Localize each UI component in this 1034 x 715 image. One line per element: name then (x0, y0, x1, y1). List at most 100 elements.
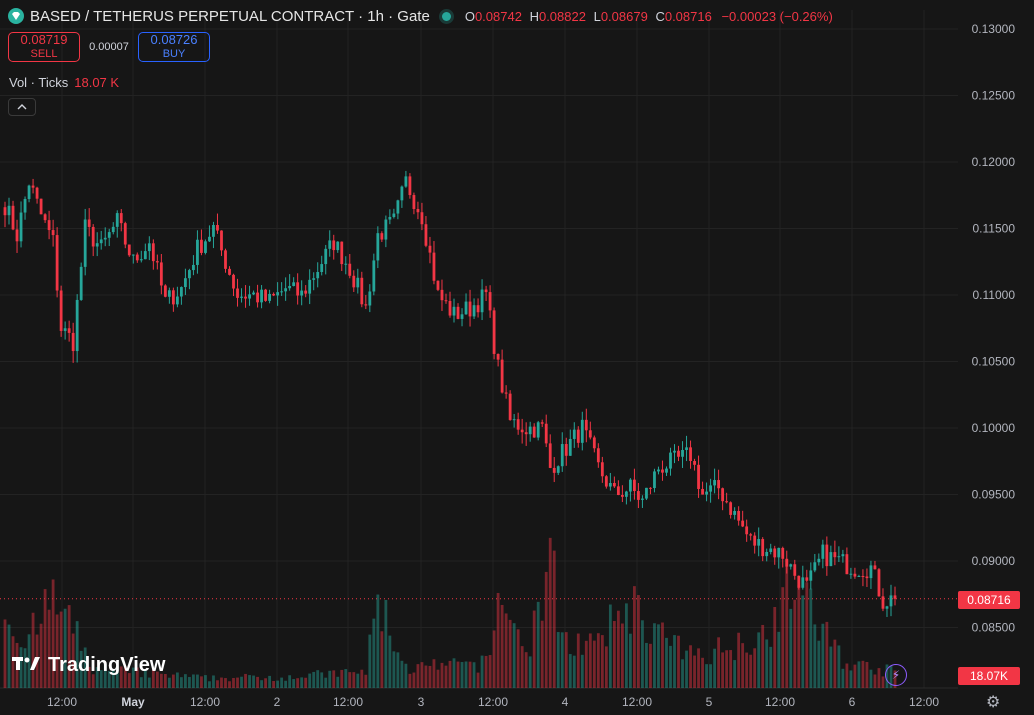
volume-bar (31, 612, 35, 688)
candle-body (380, 233, 384, 240)
volume-bar (837, 645, 841, 688)
volume-bar (725, 650, 729, 688)
gear-icon[interactable]: ⚙ (986, 694, 1001, 711)
candle-body (729, 502, 733, 515)
volume-bar (392, 651, 396, 688)
volume-bar (240, 676, 243, 688)
open-label: O (464, 8, 475, 24)
candle-body (99, 239, 103, 244)
candle-body (881, 596, 885, 609)
volume-bar (793, 599, 797, 688)
buy-label: BUY (162, 48, 186, 60)
candle-body (304, 290, 308, 294)
volume-bar (512, 623, 516, 688)
candle-body (47, 220, 51, 231)
candle-body (677, 450, 680, 457)
buy-price: 0.08726 (150, 32, 198, 47)
candle-body (492, 310, 496, 354)
candle-body (681, 450, 684, 457)
candle-body (889, 595, 893, 607)
candle-body (103, 237, 107, 240)
candle-body (184, 278, 187, 288)
volume-bar (508, 619, 512, 688)
candle-body (472, 305, 476, 317)
volume-bar (500, 604, 504, 688)
volume-bar (701, 657, 704, 688)
candle-body (733, 510, 737, 515)
candle-body (584, 419, 588, 431)
volume-bar (476, 672, 480, 688)
chevron-up-icon[interactable] (8, 98, 36, 116)
volume-bar (67, 605, 71, 688)
volume-bar (71, 633, 75, 688)
volume-bar (869, 669, 873, 688)
volume-bar (721, 652, 725, 688)
symbol-title[interactable]: BASED / TETHERUS PERPETUAL CONTRACT · 1h… (30, 7, 430, 25)
candle-body (344, 263, 348, 265)
candle-body (697, 464, 700, 489)
candle-body (200, 239, 203, 253)
candle-body (264, 289, 267, 301)
volume-bar (179, 677, 183, 688)
volume-bar (432, 659, 436, 688)
volume-bar (472, 662, 476, 688)
candle-body (845, 554, 849, 575)
volume-bar (460, 662, 464, 688)
candle-body (115, 213, 119, 227)
candle-body (216, 225, 219, 231)
volume-bar (55, 614, 59, 688)
volume-bar (256, 676, 259, 688)
volume-bar (873, 674, 877, 688)
candle-body (789, 564, 793, 567)
volume-bar (552, 550, 556, 688)
volume-bar (372, 618, 376, 688)
candle-body (260, 289, 263, 303)
candle-body (849, 573, 853, 575)
volume-bar (143, 669, 147, 688)
candle-body (841, 554, 845, 557)
candle-body (55, 235, 59, 291)
candle-body (416, 208, 420, 213)
volume-bar (629, 633, 632, 688)
volume-bar (151, 669, 155, 688)
volume-bar (548, 537, 552, 688)
sell-button[interactable]: 0.08719 SELL (8, 32, 80, 62)
candle-body (865, 576, 869, 579)
candle-body (147, 243, 151, 252)
candle-body (532, 426, 536, 438)
candle-body (300, 290, 304, 296)
candle-body (713, 480, 716, 486)
volume-bar (865, 662, 869, 688)
candle-body (111, 226, 115, 233)
volume-legend[interactable]: Vol · Ticks 18.07 K (9, 75, 119, 90)
candle-body (805, 577, 809, 581)
lightning-icon[interactable]: ⚡ (885, 664, 907, 686)
volume-bar (300, 677, 304, 688)
volume-bar (208, 681, 211, 688)
volume-bar (276, 680, 280, 688)
buy-button[interactable]: 0.08726 BUY (138, 32, 210, 62)
candle-body (809, 570, 813, 581)
candle-body (604, 476, 608, 487)
candle-body (504, 392, 508, 394)
candle-body (440, 289, 444, 301)
volume-bar (244, 673, 247, 688)
candle-body (496, 353, 500, 360)
candle-body (328, 240, 332, 249)
candle-body (761, 539, 765, 557)
volume-bar (821, 623, 825, 688)
volume-bar (685, 650, 688, 688)
candle-body (139, 259, 143, 261)
volume-bar (540, 620, 544, 688)
volume-bar (292, 679, 296, 688)
volume-bar (420, 662, 424, 688)
volume-bar (697, 648, 700, 688)
candle-body (35, 187, 39, 199)
volume-bar (709, 664, 712, 688)
volume-bar (356, 673, 360, 688)
volume-bar (841, 668, 845, 688)
volume-bar (228, 681, 231, 688)
candle-body (3, 207, 7, 216)
